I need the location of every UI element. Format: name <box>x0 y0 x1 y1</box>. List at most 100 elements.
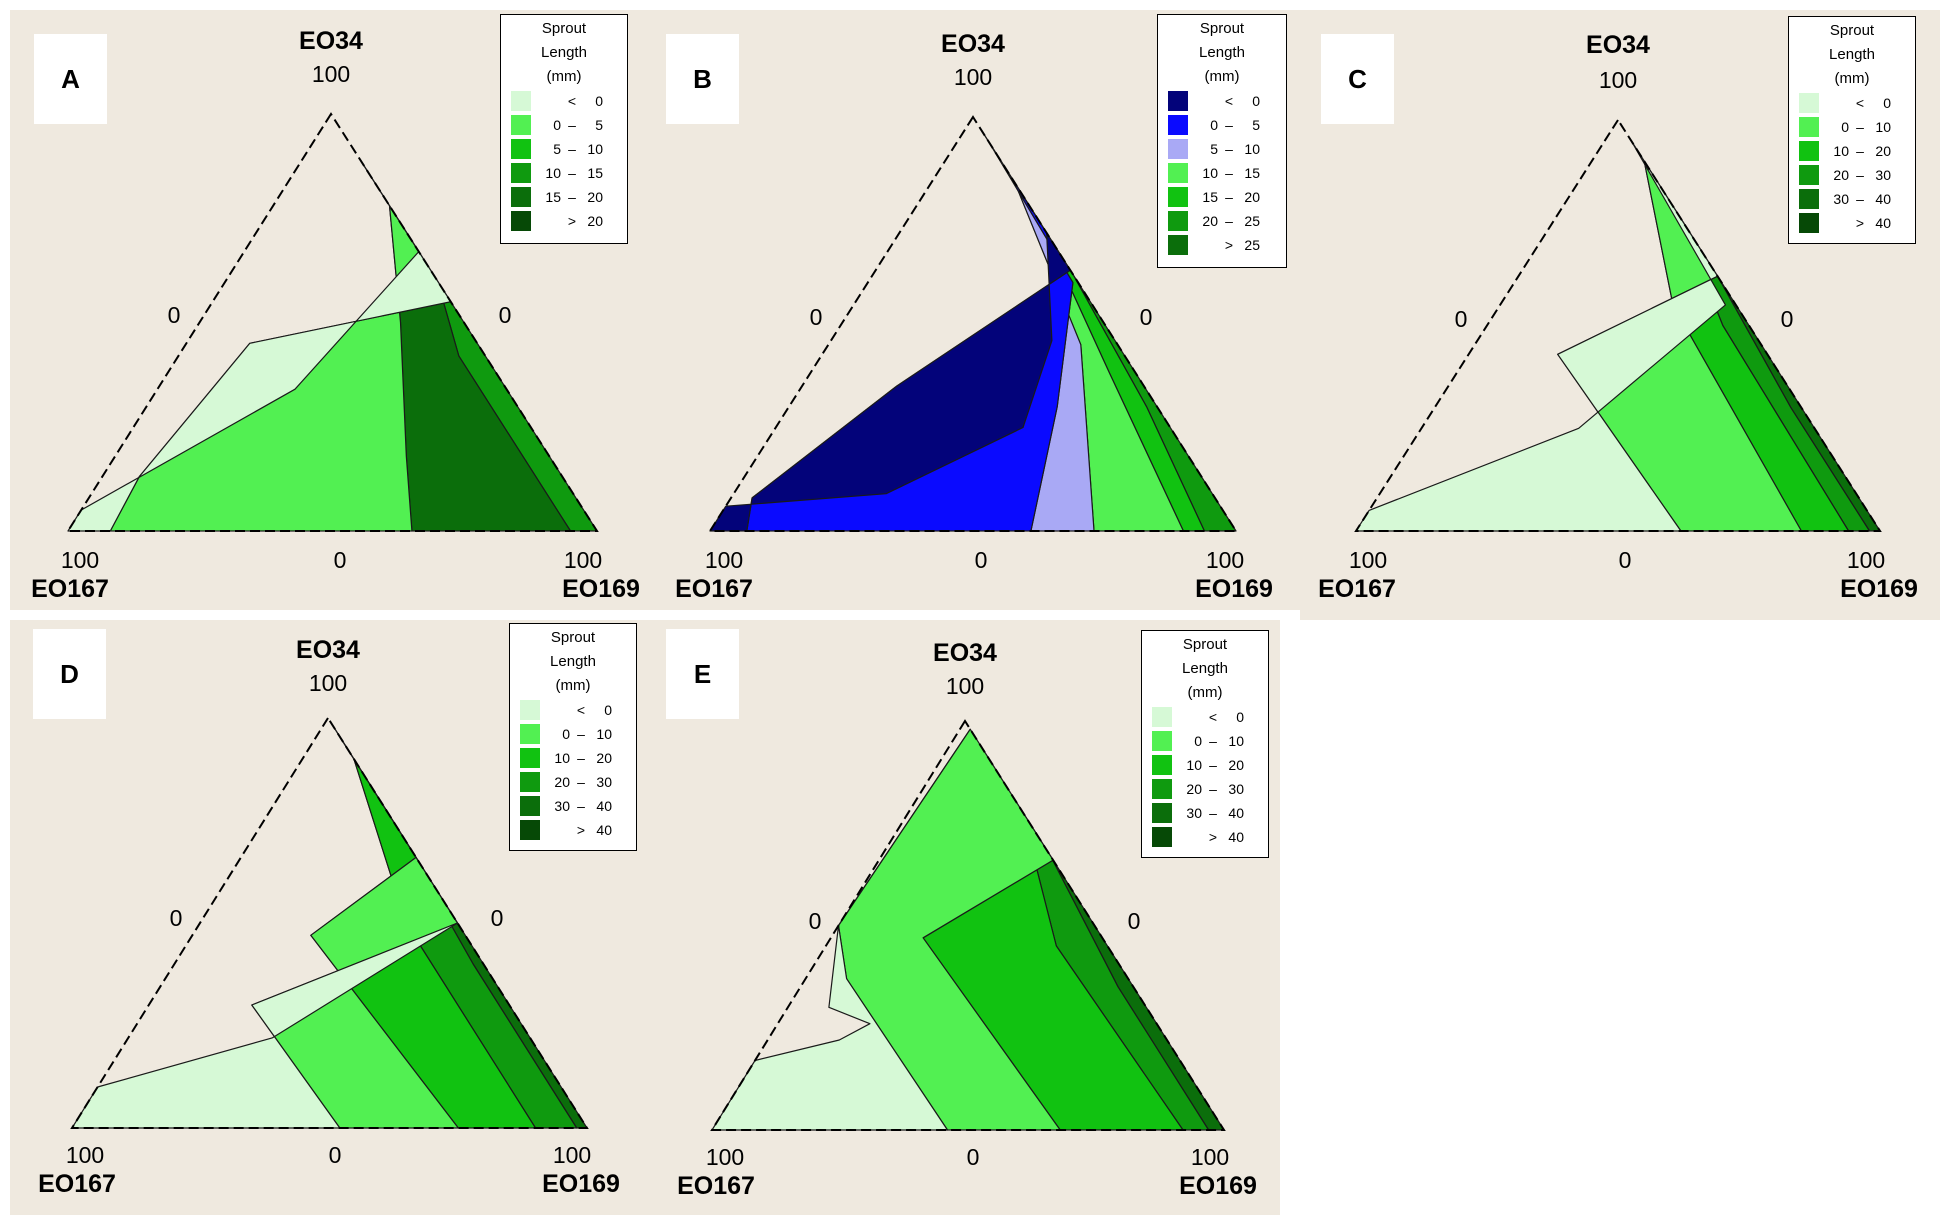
legend-range-from: 15 <box>1202 189 1218 205</box>
legend-title-line: Length <box>550 653 596 670</box>
right-edge-zero: 0 <box>1780 306 1794 332</box>
panel-b: B EO34 100 0 0 100 0 100 EO167 EO169 Spr… <box>640 10 1300 610</box>
legend-range-from: 15 <box>545 189 561 205</box>
legend-title-line: Length <box>1829 46 1875 63</box>
legend: Sprout Length (mm) <0 0–5 5–10 10–15 15–20 20–25… <box>1157 14 1287 268</box>
panel-a: A EO34 100 0 0 100 0 100 EO167 EO169 Spr… <box>10 10 640 610</box>
legend-range-to: 0 <box>1883 95 1891 111</box>
right-axis-name: EO169 <box>1840 575 1918 603</box>
legend-range-op: < <box>1224 93 1234 109</box>
legend-range-to: 5 <box>1252 117 1260 133</box>
legend-entry: 0–10 <box>1142 729 1268 753</box>
right-edge-zero: 0 <box>490 905 504 931</box>
left-edge-zero: 0 <box>167 302 181 328</box>
top-vertex-value: 100 <box>945 673 985 699</box>
legend-range-from: 5 <box>1210 141 1218 157</box>
left-vertex-value: 100 <box>60 547 100 573</box>
ternary-plot-e <box>710 719 1226 1131</box>
legend-range-to: 20 <box>587 189 603 205</box>
legend-range-op: – <box>1225 189 1233 205</box>
panel-label: C <box>1321 34 1394 124</box>
legend-title: Sprout Length (mm) <box>510 624 636 698</box>
top-axis-name: EO34 <box>941 30 1005 58</box>
legend-entry: 10–20 <box>1789 139 1915 163</box>
top-vertex-value: 100 <box>953 64 993 90</box>
legend-range-to: 15 <box>587 165 603 181</box>
left-vertex-value: 100 <box>65 1142 105 1168</box>
legend-range-to: 10 <box>1875 119 1891 135</box>
legend-title-line: Length <box>541 44 587 61</box>
legend-range-to: 20 <box>596 750 612 766</box>
legend-range-op: < <box>576 702 586 718</box>
legend-entry: 10–20 <box>1142 753 1268 777</box>
legend-range-from: 30 <box>1186 805 1202 821</box>
legend-swatch <box>511 139 531 159</box>
top-axis-name: EO34 <box>296 636 360 664</box>
legend-range-op: < <box>1208 709 1218 725</box>
legend-range-to: 10 <box>596 726 612 742</box>
legend-entry: >20 <box>501 209 627 233</box>
legend-title-line: (mm) <box>1834 70 1870 87</box>
legend-title-line: (mm) <box>555 677 591 694</box>
legend-range-from: 20 <box>554 774 570 790</box>
legend-range-op: – <box>1856 119 1864 135</box>
right-edge-zero: 0 <box>1139 304 1153 330</box>
legend-range-op: – <box>1209 757 1217 773</box>
ternary-plot-c <box>1354 118 1882 532</box>
legend-range-to: 0 <box>1236 709 1244 725</box>
legend-swatch <box>1168 163 1188 183</box>
legend-title-line: Length <box>1182 660 1228 677</box>
legend-entry: 20–30 <box>1142 777 1268 801</box>
left-edge-zero: 0 <box>808 908 822 934</box>
legend-swatch <box>1168 115 1188 135</box>
legend-range-from: 20 <box>1202 213 1218 229</box>
legend-entry: 30–40 <box>510 794 636 818</box>
legend-range-op: – <box>568 165 576 181</box>
right-axis-name: EO169 <box>542 1170 620 1198</box>
legend-range-op: – <box>1209 733 1217 749</box>
legend-range-to: 25 <box>1244 213 1260 229</box>
right-vertex-value: 100 <box>1190 1144 1230 1170</box>
legend-entry: 0–10 <box>1789 115 1915 139</box>
legend-swatch <box>1152 755 1172 775</box>
legend-range-to: 40 <box>596 798 612 814</box>
left-vertex-value: 100 <box>1348 547 1388 573</box>
top-axis-name: EO34 <box>1586 31 1650 59</box>
panel-e: E EO34 100 0 0 100 0 100 EO167 EO169 Spr… <box>640 620 1280 1215</box>
bottom-edge-zero: 0 <box>333 547 347 573</box>
legend-entry: >25 <box>1158 233 1286 257</box>
right-edge-zero: 0 <box>1127 908 1141 934</box>
legend-swatch <box>1152 707 1172 727</box>
legend-range-op: – <box>1225 141 1233 157</box>
legend-title-line: (mm) <box>546 68 582 85</box>
legend-swatch <box>520 724 540 744</box>
legend-swatch <box>1799 189 1819 209</box>
legend-swatch <box>520 700 540 720</box>
legend-range-op: > <box>1224 237 1234 253</box>
top-vertex-value: 100 <box>311 61 351 87</box>
legend-title-line: Length <box>1199 44 1245 61</box>
triangle-outline <box>708 115 1238 532</box>
legend-range-from: 10 <box>554 750 570 766</box>
legend-swatch <box>520 772 540 792</box>
top-axis-name: EO34 <box>299 27 363 55</box>
right-vertex-value: 100 <box>552 1142 592 1168</box>
legend-range-from: 0 <box>1841 119 1849 135</box>
legend-title: Sprout Length (mm) <box>1158 15 1286 89</box>
left-axis-name: EO167 <box>1318 575 1396 603</box>
legend-entry: <0 <box>1142 705 1268 729</box>
legend-range-to: 20 <box>1228 757 1244 773</box>
triangle-outline <box>1354 118 1882 532</box>
legend-range-to: 5 <box>595 117 603 133</box>
legend-swatch <box>1168 91 1188 111</box>
legend-entry: >40 <box>1142 825 1268 849</box>
legend-swatch <box>1799 117 1819 137</box>
panel-label: E <box>666 629 739 719</box>
legend-title-line: Sprout <box>1199 20 1245 37</box>
legend-entry: 5–10 <box>501 137 627 161</box>
legend-range-op: – <box>1225 165 1233 181</box>
ternary-plot-a <box>66 112 599 532</box>
top-axis-name: EO34 <box>933 639 997 667</box>
legend-swatch <box>520 796 540 816</box>
legend-title-line: (mm) <box>1187 684 1223 701</box>
